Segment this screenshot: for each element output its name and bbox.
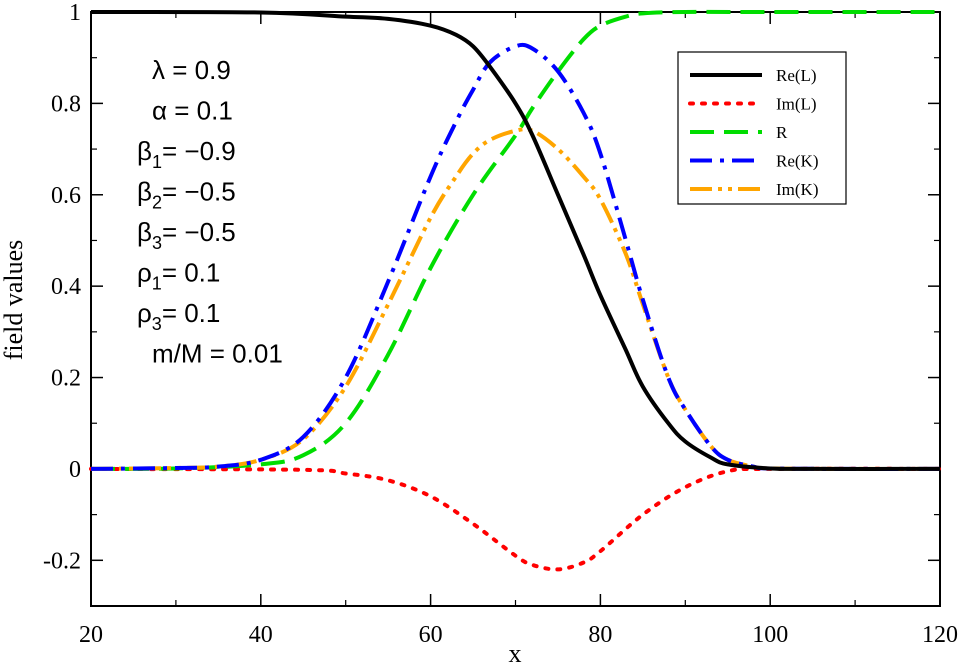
parameter-symbol: β [137, 217, 152, 247]
parameter-subscript: 3 [152, 233, 162, 253]
x-tick-label: 120 [922, 622, 958, 648]
parameter-value: = −0.9 [162, 136, 236, 166]
x-tick-label: 20 [79, 622, 103, 648]
parameter-symbol: β [137, 177, 152, 207]
parameter-annotation: β3= −0.5 [137, 217, 236, 253]
parameter-annotation: ρ1= 0.1 [137, 258, 220, 294]
y-axis-title: field values [0, 240, 28, 361]
legend-box [677, 51, 847, 205]
legend-label: Re(L) [776, 66, 817, 85]
parameter-subscript: 1 [152, 274, 162, 294]
parameter-symbol: ρ [137, 258, 152, 288]
parameter-symbol: β [137, 136, 152, 166]
parameter-symbol: λ [152, 55, 165, 85]
parameter-annotation: λ = 0.9 [152, 55, 231, 85]
parameter-symbol: ρ [137, 298, 152, 328]
parameter-symbol: α [152, 96, 167, 126]
legend-label: Im(L) [776, 95, 817, 114]
legend-label: Re(K) [776, 152, 818, 171]
parameter-annotation: β2= −0.5 [137, 177, 236, 213]
parameter-value: = −0.5 [162, 177, 236, 207]
series-r-line [90, 9, 940, 471]
y-tick-label: 0.8 [51, 91, 81, 117]
parameter-value: = 0.9 [165, 55, 231, 85]
x-tick-label: 100 [752, 622, 788, 648]
series-rek-line [90, 42, 941, 471]
y-tick-label: -0.2 [43, 548, 81, 574]
parameter-annotation: m/M = 0.01 [152, 339, 283, 369]
parameter-value: = 0.1 [162, 258, 221, 288]
y-tick-label: 1 [69, 0, 81, 26]
y-tick-label: 0 [69, 457, 81, 483]
parameter-annotation: ρ3= 0.1 [137, 298, 220, 334]
parameter-subscript: 2 [152, 193, 162, 213]
parameter-annotation: α = 0.1 [152, 96, 233, 126]
parameter-subscript: 1 [152, 152, 162, 172]
parameter-annotation: β1= −0.9 [137, 136, 236, 172]
legend-label: R [776, 123, 788, 142]
parameter-subscript: 3 [152, 314, 162, 334]
series-rel-line [90, 9, 941, 471]
x-tick-label: 60 [419, 622, 443, 648]
parameter-value: = 0.01 [203, 339, 283, 369]
parameter-value: = 0.1 [162, 298, 221, 328]
x-tick-label: 80 [588, 622, 612, 648]
parameter-symbol: m/M [152, 339, 203, 369]
y-tick-label: 0.2 [51, 366, 81, 392]
x-axis-title: x [509, 639, 522, 664]
y-tick-label: 0.6 [51, 183, 81, 209]
parameter-value: = 0.1 [167, 96, 233, 126]
legend-label: Im(K) [776, 180, 818, 199]
parameter-value: = −0.5 [162, 217, 236, 247]
y-tick-label: 0.4 [51, 274, 81, 300]
x-tick-label: 40 [249, 622, 273, 648]
series-iml-line [89, 466, 942, 572]
